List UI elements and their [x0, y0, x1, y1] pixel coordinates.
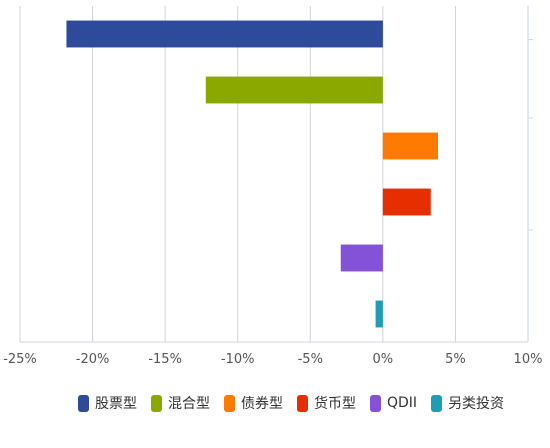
- x-tick-label: -5%: [298, 352, 323, 367]
- bar-3: [382, 188, 431, 216]
- x-tick-labels: -25% -20% -15% -10% -5% 0% 5% 10%: [3, 352, 542, 367]
- legend-swatch: [78, 394, 89, 412]
- legend-item[interactable]: 混合型: [151, 393, 210, 413]
- bar-2: [382, 132, 439, 160]
- bar-5: [375, 300, 383, 328]
- x-tick-label: 10%: [514, 352, 543, 367]
- x-tick-label: -25%: [3, 352, 37, 367]
- x-tick-label: 0%: [373, 352, 394, 367]
- x-tick-label: -15%: [148, 352, 182, 367]
- legend-swatch: [151, 394, 162, 412]
- bar-1: [205, 76, 383, 104]
- legend-swatch: [297, 394, 308, 412]
- gridlines: [19, 6, 529, 342]
- legend-label: 股票型: [95, 396, 137, 412]
- legend-item[interactable]: 另类投资: [431, 393, 504, 413]
- legend-item[interactable]: 货币型: [297, 393, 356, 413]
- x-tick-label: -10%: [221, 352, 255, 367]
- legend-label: 债券型: [241, 396, 283, 412]
- bars: [66, 20, 439, 328]
- bar-4: [340, 244, 383, 272]
- legend: 股票型 混合型 债券型 货币型 QDII 另类投资: [78, 393, 528, 413]
- axes: [20, 6, 533, 343]
- legend-label: 混合型: [168, 396, 210, 412]
- bar-0: [66, 20, 383, 48]
- legend-label: 货币型: [314, 396, 356, 412]
- legend-label: QDII: [387, 395, 418, 411]
- legend-label: 另类投资: [448, 396, 505, 412]
- legend-item[interactable]: 债券型: [224, 393, 283, 413]
- x-tick-label: 5%: [445, 352, 466, 367]
- legend-swatch: [224, 394, 235, 412]
- bar-chart: -25% -20% -15% -10% -5% 0% 5% 10%: [3, 6, 542, 367]
- legend-item[interactable]: QDII: [370, 393, 417, 413]
- legend-item[interactable]: 股票型: [78, 393, 137, 413]
- legend-swatch: [370, 394, 381, 412]
- legend-swatch: [431, 394, 443, 412]
- x-tick-label: -20%: [76, 352, 110, 367]
